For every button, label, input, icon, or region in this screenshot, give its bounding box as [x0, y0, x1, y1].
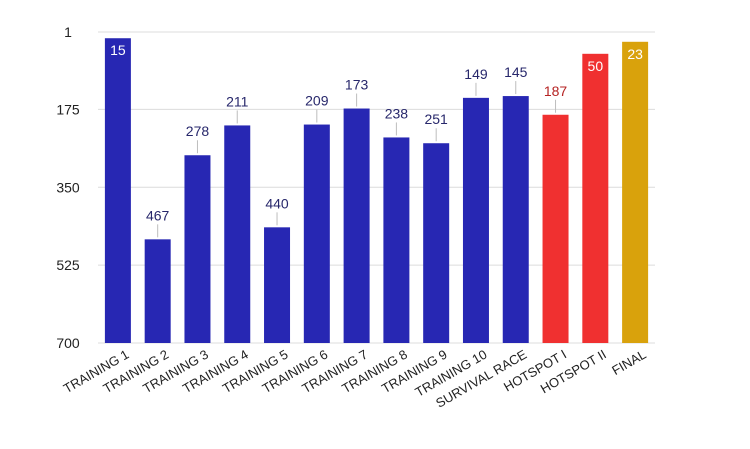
- bar: [264, 227, 291, 343]
- y-tick-label: 700: [56, 335, 80, 351]
- data-label: 467: [146, 207, 170, 223]
- y-axis-ticks: 1 175 350 525 700: [56, 24, 80, 351]
- data-label: 209: [305, 93, 329, 109]
- bar: [303, 124, 330, 343]
- bar: [502, 96, 529, 344]
- bar: [184, 155, 211, 343]
- data-label: 211: [226, 93, 249, 109]
- data-label: 149: [464, 66, 488, 82]
- y-tick-label: 350: [56, 179, 80, 195]
- data-label: 50: [588, 58, 604, 74]
- data-label: 23: [627, 46, 643, 62]
- bar: [104, 38, 131, 344]
- x-tick-label: FINAL: [609, 347, 648, 378]
- y-tick-label: 525: [56, 257, 80, 273]
- y-tick-label: 1: [64, 24, 72, 40]
- data-label: 440: [265, 195, 289, 211]
- data-label: 251: [424, 111, 448, 127]
- bar: [383, 137, 410, 343]
- bar: [462, 97, 489, 343]
- bar: [224, 125, 251, 344]
- data-labels: 15 467 278 211 440 209 173 238 251 149 145 187 50 23: [110, 42, 643, 223]
- data-label: 187: [544, 83, 568, 99]
- data-label: 278: [186, 123, 210, 139]
- data-label: 15: [110, 42, 126, 58]
- bar: [622, 41, 649, 343]
- gridlines: [98, 31, 655, 344]
- label-leader-lines: [157, 81, 557, 238]
- bar: [582, 53, 609, 343]
- data-label: 238: [385, 105, 409, 121]
- y-tick-label: 175: [56, 101, 80, 117]
- bar: [542, 114, 569, 343]
- bar: [144, 239, 171, 343]
- data-label: 173: [345, 77, 369, 93]
- bar: [343, 108, 370, 344]
- bar: [423, 143, 450, 343]
- bars: [104, 38, 649, 344]
- data-label: 145: [504, 64, 528, 80]
